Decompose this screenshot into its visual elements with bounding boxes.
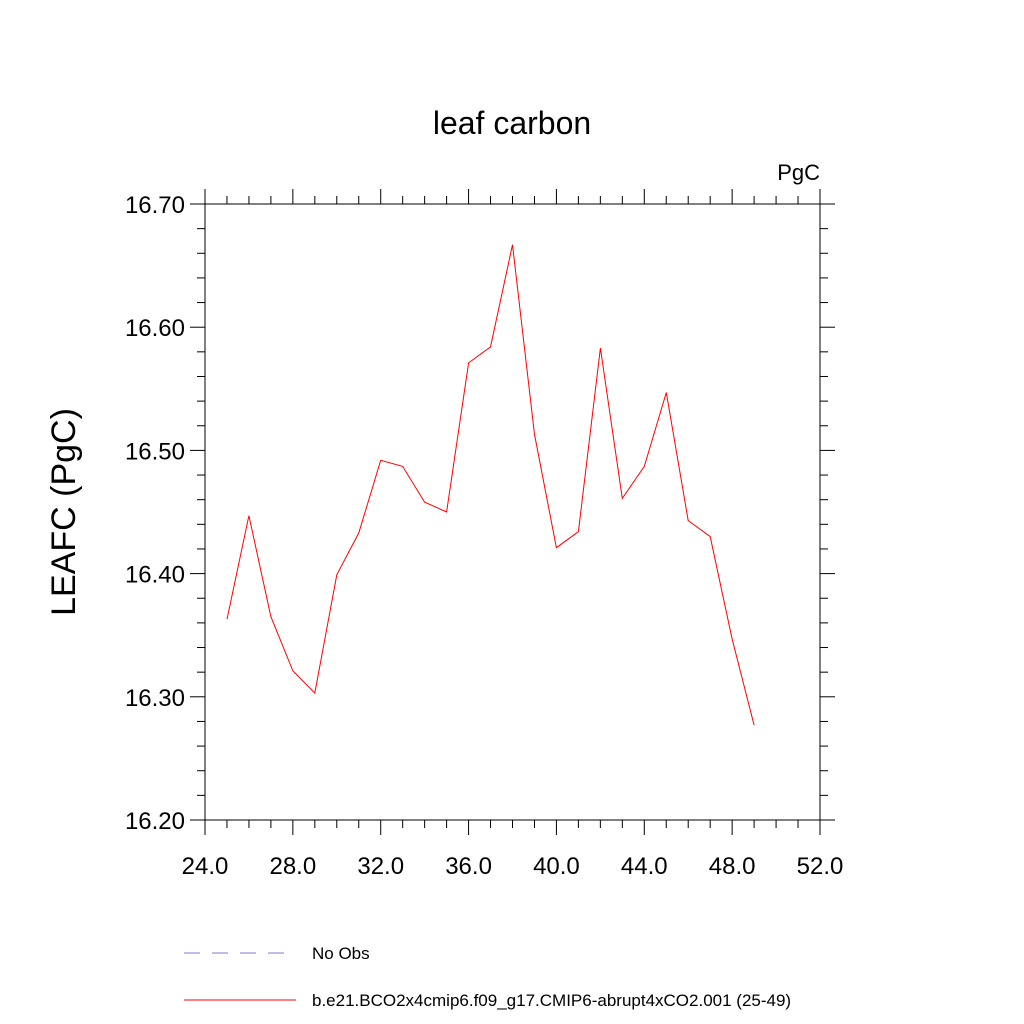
series-line [226, 244, 755, 726]
series-lines [226, 244, 755, 726]
chart-title: leaf carbon [433, 105, 591, 141]
x-tick-label: 40.0 [533, 853, 580, 880]
y-tick-label: 16.70 [125, 192, 185, 219]
x-tick-label: 44.0 [621, 853, 668, 880]
y-tick-label: 16.40 [125, 562, 185, 589]
legend-label: No Obs [312, 944, 370, 963]
x-tick-label: 52.0 [797, 853, 844, 880]
y-axis-label: LEAFC (PgC) [45, 408, 83, 616]
legend: No Obs b.e21.BCO2x4cmip6.f09_g17.CMIP6-ab… [184, 944, 791, 1010]
y-tick-label: 16.20 [125, 808, 185, 835]
x-tick-label: 28.0 [269, 853, 316, 880]
x-tick-label: 36.0 [445, 853, 492, 880]
y-tick-label: 16.30 [125, 685, 185, 712]
plot-frame [204, 203, 821, 821]
x-tick-label: 32.0 [357, 853, 404, 880]
y-tick-label: 16.60 [125, 315, 185, 342]
x-tick-label: 24.0 [182, 853, 229, 880]
legend-label: b.e21.BCO2x4cmip6.f09_g17.CMIP6-abrupt4x… [312, 991, 791, 1010]
units-label: PgC [777, 160, 820, 185]
axis-ticks: 24.0 28.0 32.0 36.0 40.0 44.0 48.0 52.0 16.20 16.… [125, 189, 843, 880]
y-tick-label: 16.50 [125, 438, 185, 465]
x-tick-label: 48.0 [709, 853, 756, 880]
